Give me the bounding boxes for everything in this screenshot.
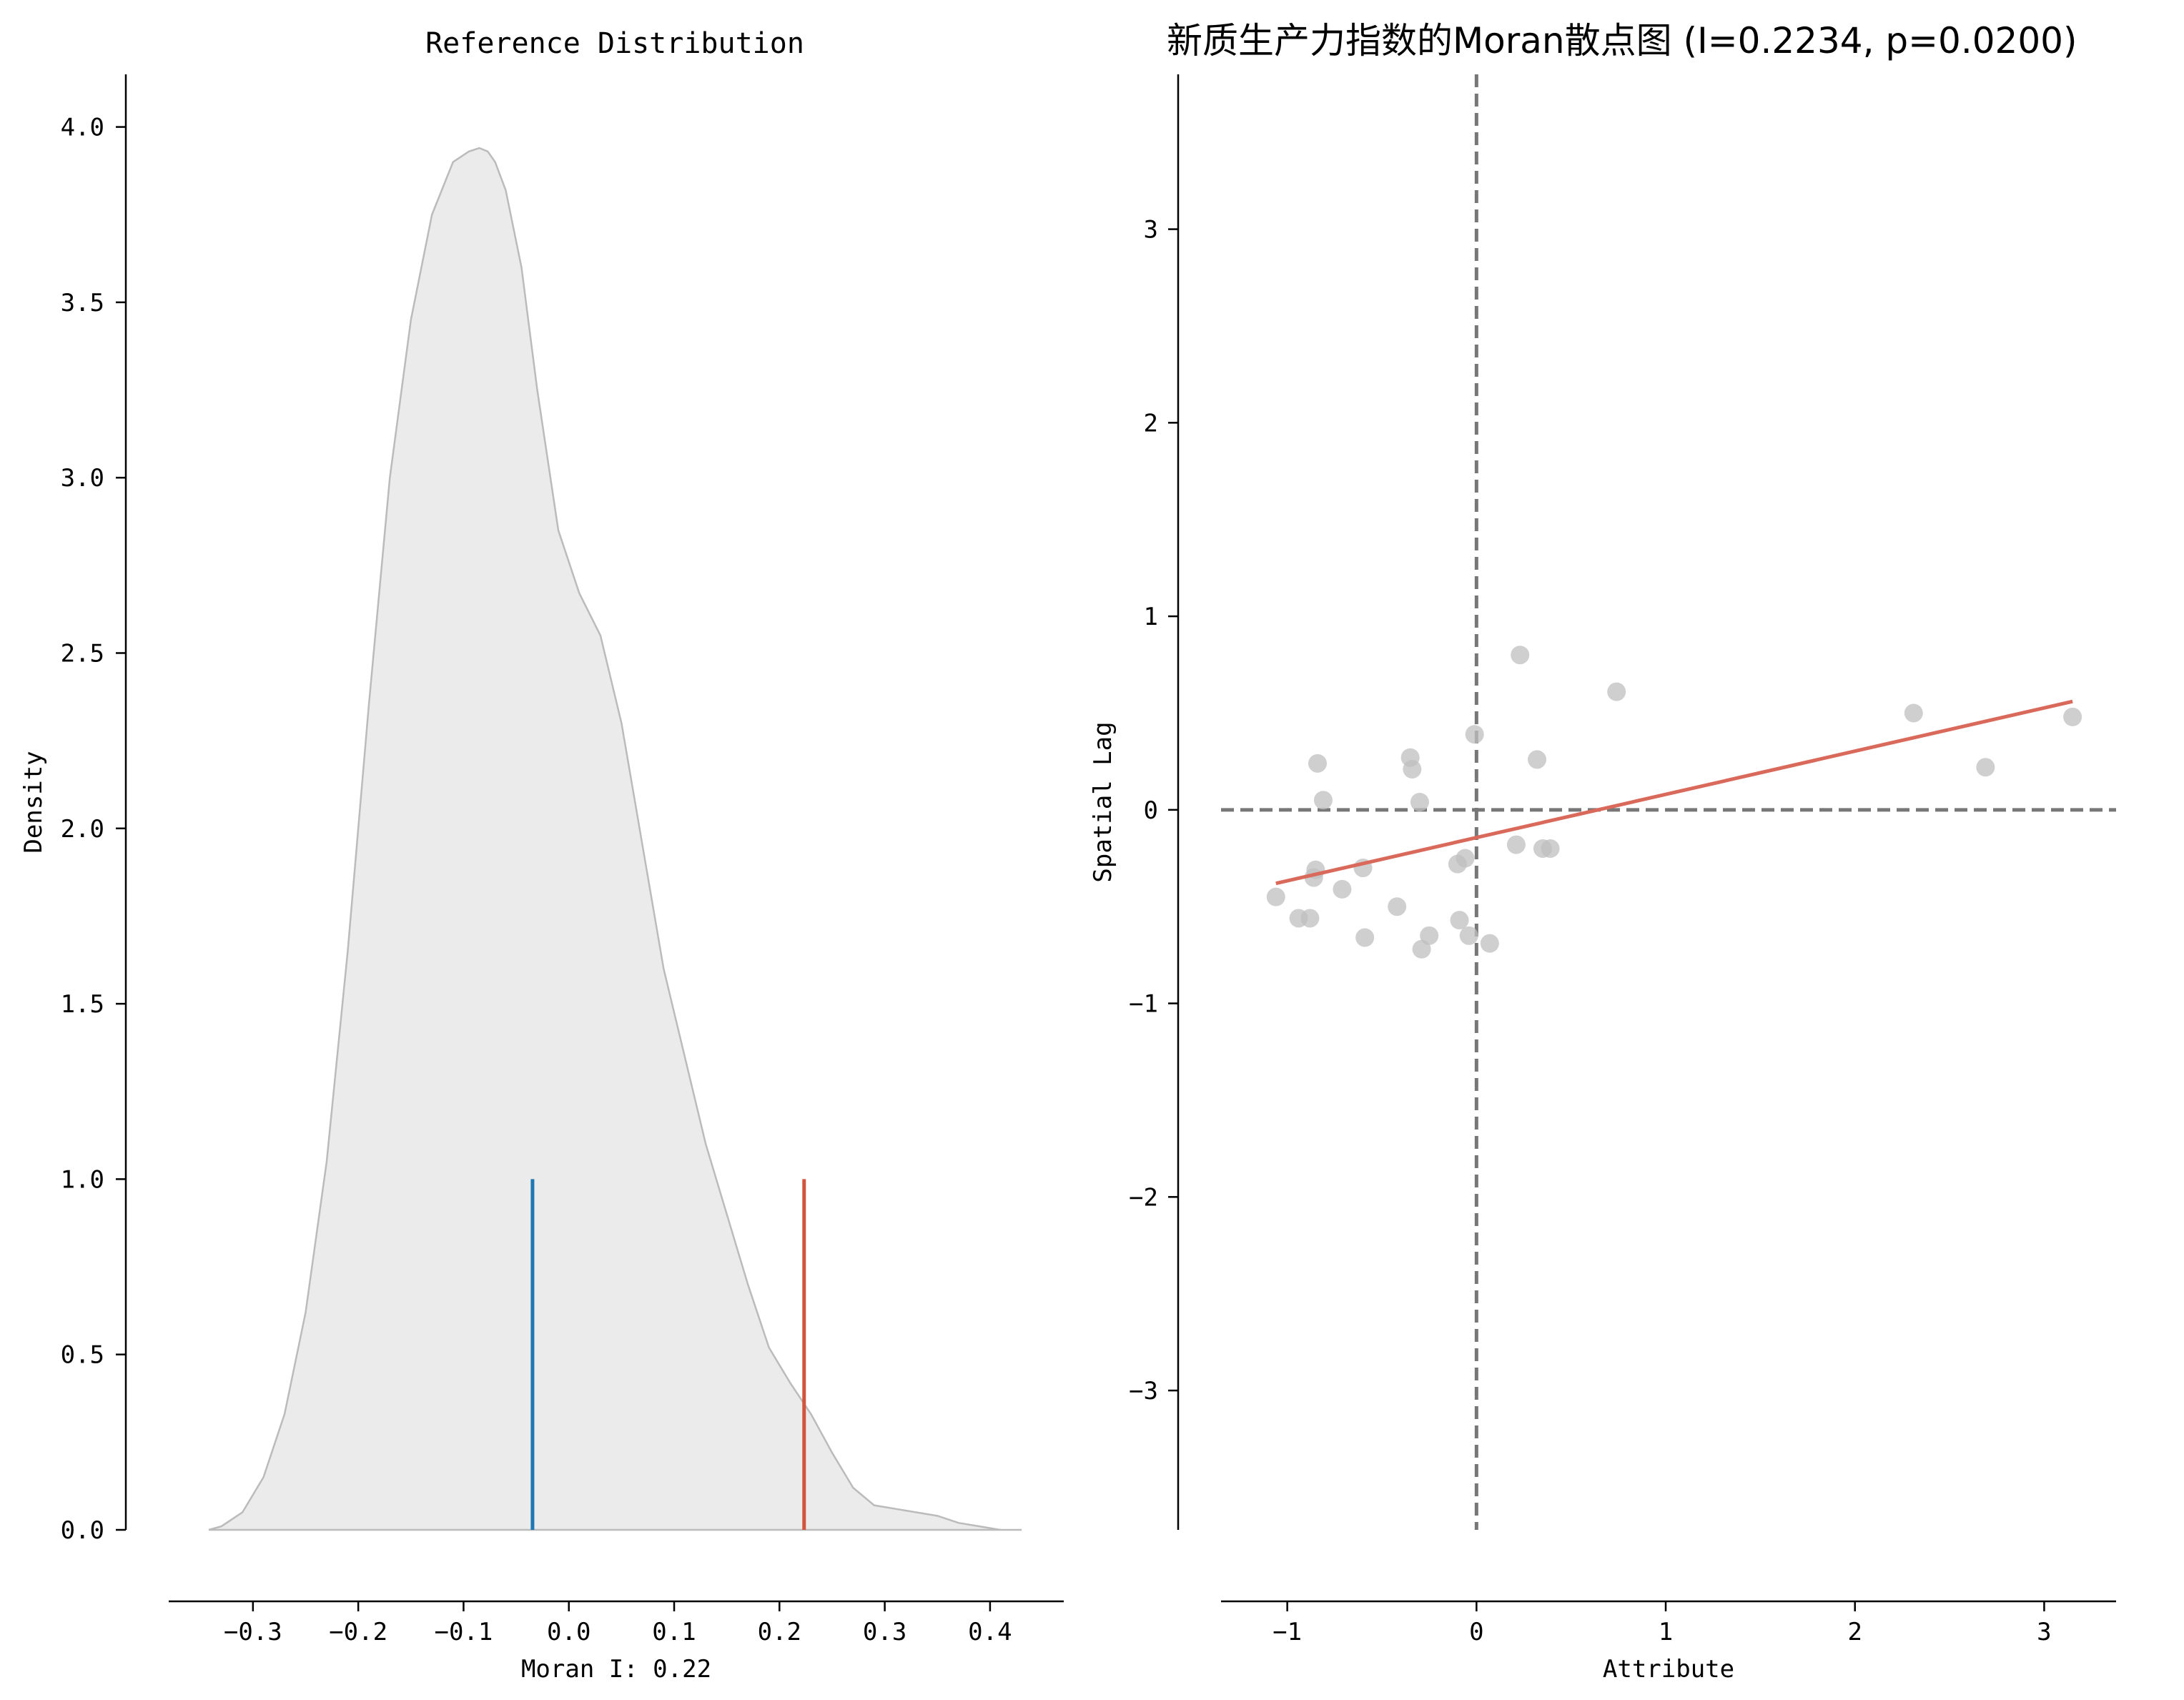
left-x-axis-label: Moran I: 0.22 [521, 1655, 711, 1684]
scatter-point [1607, 682, 1626, 701]
scatter-point [1528, 750, 1547, 769]
left-y-tick-label: 2.5 [61, 639, 104, 668]
scatter-point [1403, 759, 1422, 779]
right-y-tick-label: −3 [1129, 1377, 1158, 1405]
left-y-tick-label: 0.5 [61, 1341, 104, 1370]
left-y-tick-label: 1.0 [61, 1165, 104, 1194]
left-x-tick-label: 0.0 [547, 1618, 591, 1646]
left-x-tick-label: −0.2 [329, 1618, 387, 1646]
scatter-point [1410, 793, 1429, 811]
right-x-tick-label: 3 [2037, 1618, 2051, 1646]
left-y-tick-label: 0.0 [61, 1516, 104, 1545]
left-y-tick-label: 3.5 [61, 289, 104, 317]
right-y-tick-label: 2 [1144, 409, 1158, 438]
left-x-tick-label: 0.1 [652, 1618, 696, 1646]
right-x-ticks: −1 0 1 2 3 [1273, 1601, 2052, 1646]
scatter-point [1420, 926, 1439, 945]
scatter-point [1300, 909, 1320, 928]
right-x-tick-label: 1 [1659, 1618, 1673, 1646]
scatter-point [1465, 725, 1484, 744]
scatter-point [1450, 911, 1469, 930]
left-y-axis-label: Density [19, 751, 48, 853]
right-y-tick-label: 0 [1144, 796, 1158, 825]
scatter-point [1266, 887, 1285, 906]
left-y-tick-label: 2.0 [61, 815, 104, 844]
right-y-tick-label: −2 [1129, 1183, 1158, 1212]
reference-distribution-panel: Reference Distribution 0.0 0.5 1.0 1.5 2.0 2.… [19, 27, 1064, 1684]
right-y-tick-label: −1 [1129, 990, 1158, 1019]
left-x-tick-label: 0.4 [968, 1618, 1012, 1646]
left-x-tick-label: 0.3 [863, 1618, 906, 1646]
left-y-tick-label: 1.5 [61, 990, 104, 1019]
scatter-point [1511, 646, 1530, 665]
scatter-point [2063, 707, 2082, 726]
scatter-points [1266, 646, 2082, 959]
right-x-tick-label: 0 [1469, 1618, 1483, 1646]
scatter-point [1355, 928, 1375, 947]
scatter-point [1388, 897, 1407, 916]
left-x-tick-label: 0.2 [758, 1618, 801, 1646]
right-x-axis-label: Attribute [1603, 1655, 1734, 1684]
left-y-tick-label: 4.0 [61, 114, 104, 142]
left-x-tick-label: −0.1 [434, 1618, 493, 1646]
scatter-point [1976, 758, 1995, 777]
moran-scatter-panel: 新质生产力指数的Moran散点图 (I=0.2234, p=0.0200) −3… [1089, 20, 2116, 1684]
scatter-point [1456, 849, 1475, 868]
scatter-point [1459, 926, 1478, 945]
scatter-point [1333, 879, 1352, 899]
scatter-point [1308, 753, 1327, 773]
scatter-point [1480, 934, 1499, 953]
right-chart-title: 新质生产力指数的Moran散点图 (I=0.2234, p=0.0200) [1167, 20, 2077, 61]
scatter-point [1541, 839, 1560, 858]
left-x-ticks: −0.3 −0.2 −0.1 0.0 0.1 0.2 0.3 0.4 [224, 1601, 1012, 1646]
regression-fit-line [1275, 699, 2073, 886]
right-y-tick-label: 3 [1144, 216, 1158, 244]
right-y-tick-label: 1 [1144, 603, 1158, 631]
right-x-tick-label: 2 [1847, 1618, 1862, 1646]
scatter-point [1904, 703, 1923, 723]
right-x-tick-label: −1 [1273, 1618, 1302, 1646]
right-y-ticks: −3 −2 −1 0 1 2 3 [1129, 216, 1178, 1405]
scatter-point [1412, 939, 1431, 959]
right-y-axis-label: Spatial Lag [1089, 721, 1117, 882]
left-y-tick-label: 3.0 [61, 464, 104, 493]
scatter-point [1313, 791, 1333, 810]
scatter-point [1506, 835, 1526, 854]
left-chart-title: Reference Distribution [425, 27, 804, 60]
density-area [208, 147, 1022, 1531]
left-x-tick-label: −0.3 [224, 1618, 282, 1646]
left-y-ticks: 0.0 0.5 1.0 1.5 2.0 2.5 3.0 3.5 4.0 [61, 114, 126, 1545]
